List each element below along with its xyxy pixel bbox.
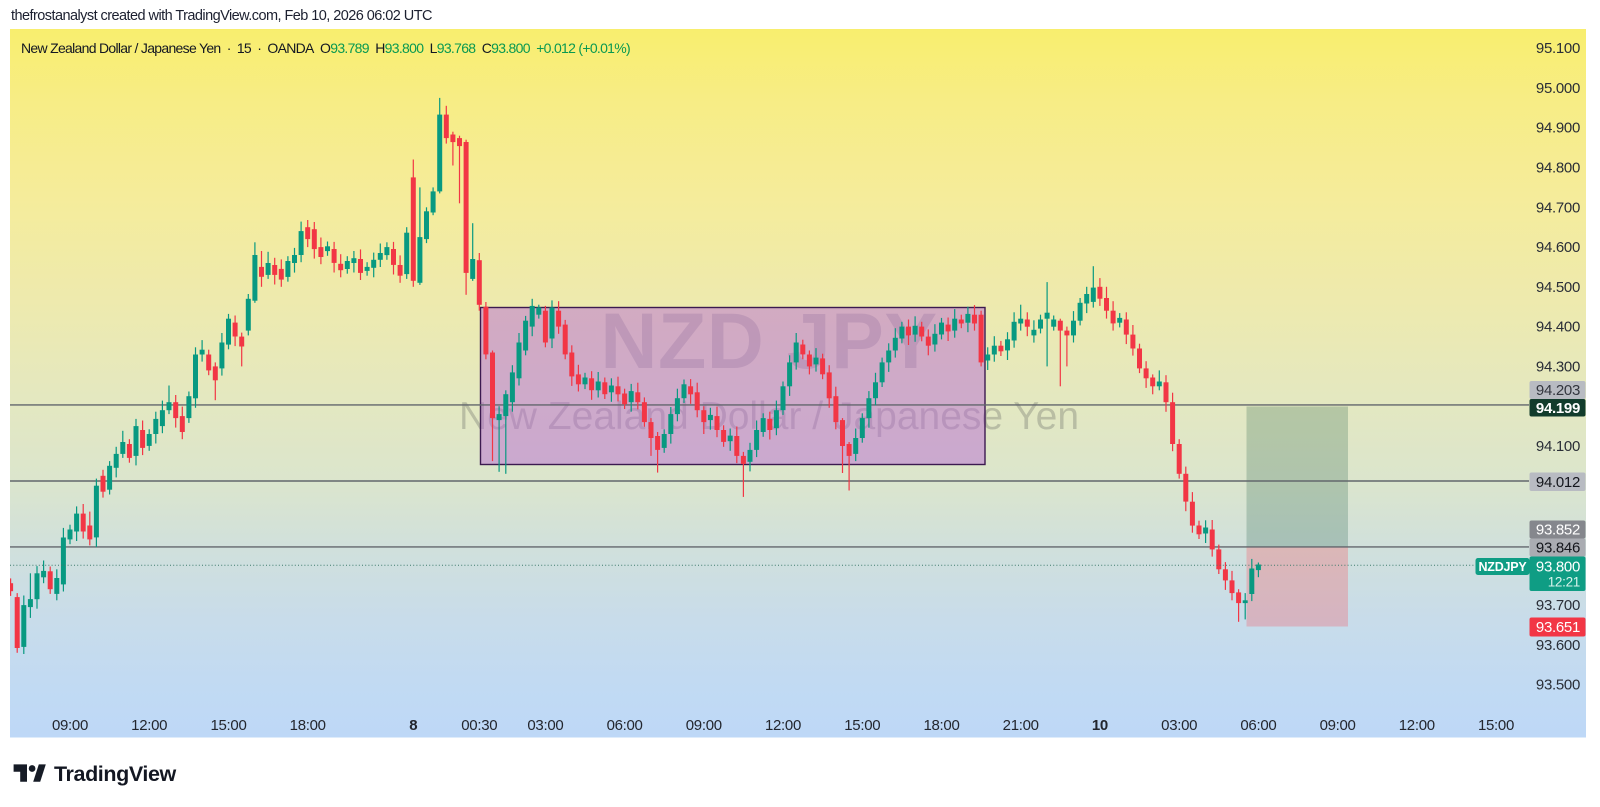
- svg-text:03:00: 03:00: [1161, 717, 1197, 734]
- svg-text:93.846: 93.846: [1536, 540, 1580, 557]
- svg-text:93.600: 93.600: [1536, 637, 1580, 654]
- svg-text:94.203: 94.203: [1536, 382, 1580, 399]
- svg-text:94.100: 94.100: [1536, 438, 1580, 455]
- svg-text:94.300: 94.300: [1536, 358, 1580, 375]
- svg-text:93.800: 93.800: [1536, 559, 1580, 576]
- svg-text:94.900: 94.900: [1536, 120, 1580, 137]
- svg-text:12:00: 12:00: [131, 717, 167, 734]
- svg-text:93.500: 93.500: [1536, 677, 1580, 694]
- svg-text:00:30: 00:30: [461, 717, 497, 734]
- svg-text:95.000: 95.000: [1536, 80, 1580, 97]
- svg-text:12:00: 12:00: [765, 717, 801, 734]
- svg-text:94.012: 94.012: [1536, 474, 1580, 491]
- svg-text:18:00: 18:00: [290, 717, 326, 734]
- svg-text:12:21: 12:21: [1548, 575, 1580, 590]
- svg-text:15:00: 15:00: [210, 717, 246, 734]
- svg-text:NZDJPY: NZDJPY: [1478, 560, 1527, 574]
- svg-text:09:00: 09:00: [686, 717, 722, 734]
- svg-text:94.800: 94.800: [1536, 160, 1580, 177]
- svg-text:94.199: 94.199: [1536, 400, 1580, 417]
- svg-text:06:00: 06:00: [1240, 717, 1276, 734]
- svg-text:09:00: 09:00: [1320, 717, 1356, 734]
- svg-text:93.700: 93.700: [1536, 597, 1580, 614]
- svg-text:93.651: 93.651: [1536, 619, 1580, 636]
- svg-text:94.500: 94.500: [1536, 279, 1580, 296]
- svg-text:94.400: 94.400: [1536, 319, 1580, 336]
- svg-text:18:00: 18:00: [923, 717, 959, 734]
- svg-text:94.600: 94.600: [1536, 239, 1580, 256]
- svg-text:8: 8: [409, 717, 417, 734]
- svg-text:21:00: 21:00: [1003, 717, 1039, 734]
- svg-text:95.100: 95.100: [1536, 40, 1580, 57]
- svg-text:03:00: 03:00: [527, 717, 563, 734]
- svg-text:10: 10: [1092, 717, 1108, 734]
- svg-text:12:00: 12:00: [1399, 717, 1435, 734]
- svg-text:15:00: 15:00: [1478, 717, 1514, 734]
- svg-text:06:00: 06:00: [607, 717, 643, 734]
- svg-text:09:00: 09:00: [52, 717, 88, 734]
- svg-text:93.852: 93.852: [1536, 522, 1580, 539]
- svg-text:TradingView: TradingView: [54, 762, 177, 786]
- svg-text:94.700: 94.700: [1536, 199, 1580, 216]
- svg-text:15:00: 15:00: [844, 717, 880, 734]
